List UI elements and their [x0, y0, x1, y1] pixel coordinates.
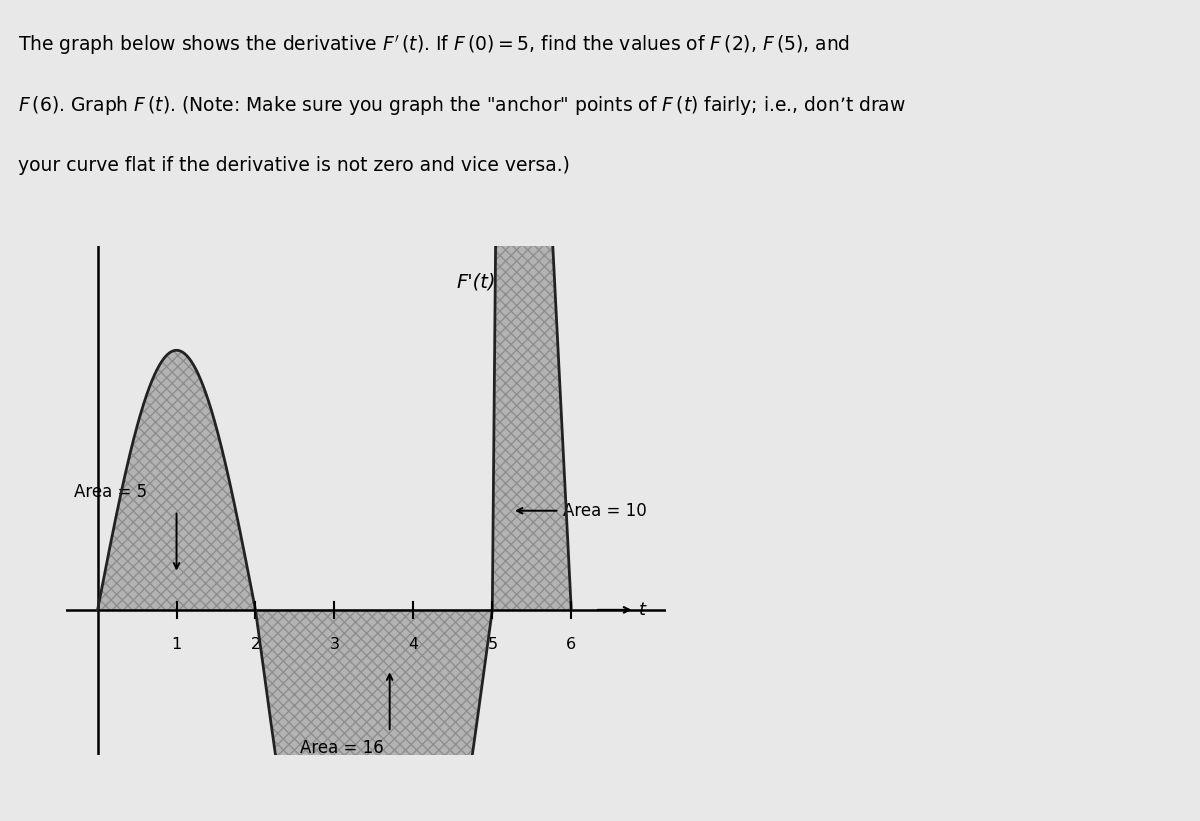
Text: 6: 6 [566, 636, 576, 652]
Text: Area = 5: Area = 5 [74, 483, 148, 501]
Text: $F\,(6)$. Graph $F\,(t)$. (Note: Make sure you graph the "anchor" points of $F\,: $F\,(6)$. Graph $F\,(t)$. (Note: Make su… [18, 94, 906, 117]
Text: 5: 5 [487, 636, 497, 652]
Text: 1: 1 [172, 636, 181, 652]
Text: The graph below shows the derivative $F'\,(t)$. If $F\,(0) = 5$, find the values: The graph below shows the derivative $F'… [18, 33, 850, 57]
Text: t: t [638, 601, 646, 619]
Text: 3: 3 [330, 636, 340, 652]
Text: F'(t): F'(t) [457, 273, 497, 291]
Text: 2: 2 [251, 636, 260, 652]
Text: 4: 4 [408, 636, 419, 652]
Text: your curve flat if the derivative is not zero and vice versa.): your curve flat if the derivative is not… [18, 156, 570, 175]
Text: Area = 16: Area = 16 [300, 739, 384, 757]
Text: Area = 10: Area = 10 [563, 502, 647, 520]
